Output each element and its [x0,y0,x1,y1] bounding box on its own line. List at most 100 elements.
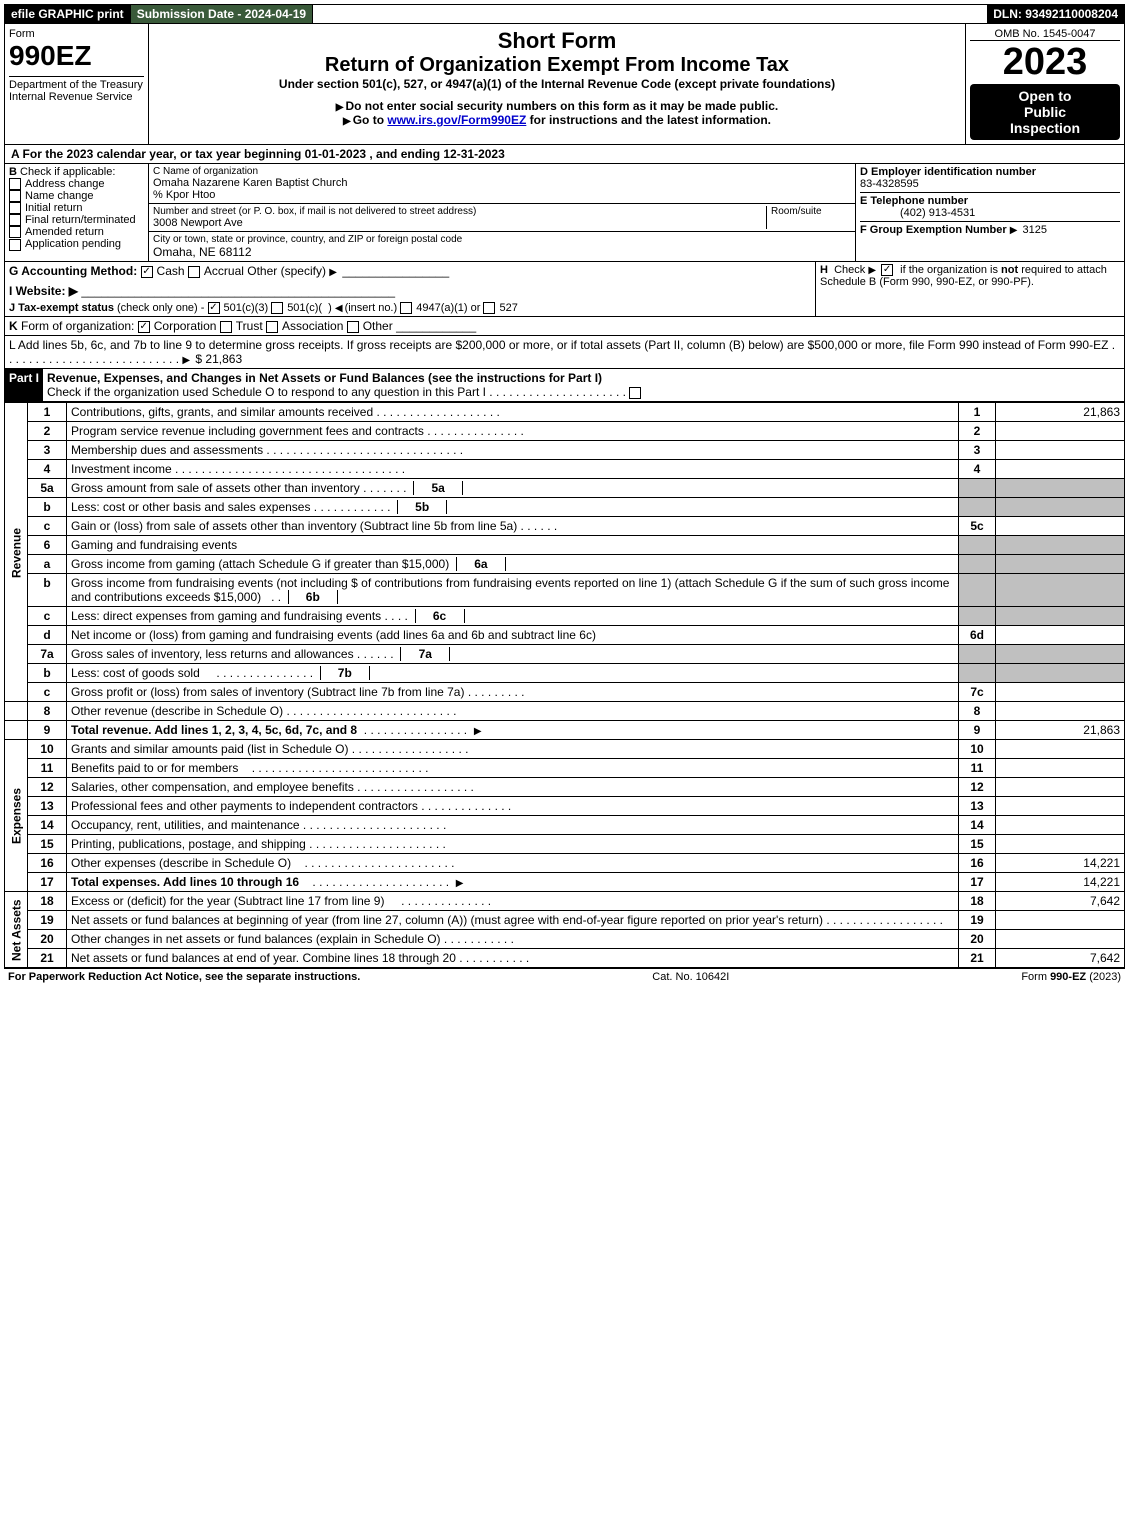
line-9-lbl: 9 [959,721,996,740]
line-5c-lbl: 5c [959,517,996,536]
checkbox-initial-return[interactable] [9,202,21,214]
checkbox-4947[interactable] [400,302,412,314]
checkbox-address-change[interactable] [9,178,21,190]
line-5b-amount [996,498,1125,517]
line-13-lbl: 13 [959,797,996,816]
line-12-amount [996,778,1125,797]
checkbox-application-pending[interactable] [9,239,21,251]
checkbox-501c3[interactable] [208,302,220,314]
checkbox-final-return[interactable] [9,214,21,226]
checkbox-other-org[interactable] [347,321,359,333]
checkbox-501c[interactable] [271,302,283,314]
care-of: % Kpor Htoo [153,189,851,201]
checkbox-name-change[interactable] [9,190,21,202]
line-10-text: Grants and similar amounts paid (list in… [67,740,959,759]
h-schedule-b: H Check if the organization is not requi… [816,262,1124,316]
line-2-num: 2 [28,422,67,441]
line-7a-lbl [959,645,996,664]
lines-table: Revenue 1 Contributions, gifts, grants, … [4,402,1125,968]
telephone-value: (402) 913-4531 [860,207,975,219]
line-6a-sub: 6a [456,557,506,571]
line-6d-lbl: 6d [959,626,996,645]
open-line3: Inspection [974,120,1116,136]
line-7b-amount [996,664,1125,683]
line-6b-num: b [28,574,67,607]
part1-title: Revenue, Expenses, and Changes in Net As… [47,371,602,385]
line-7c-num: c [28,683,67,702]
checkbox-527[interactable] [483,302,495,314]
main-title: Return of Organization Exempt From Incom… [153,54,961,77]
line-8-lbl: 8 [959,702,996,721]
opt-other-specify: Other (specify) [247,264,326,278]
expenses-side-label: Expenses [5,740,28,892]
irs-link[interactable]: www.irs.gov/Form990EZ [387,113,526,127]
line-12-num: 12 [28,778,67,797]
revenue-side-label: Revenue [5,403,28,702]
line-6-amount [996,536,1125,555]
line-7c-lbl: 7c [959,683,996,702]
line-11-lbl: 11 [959,759,996,778]
line-14-num: 14 [28,816,67,835]
line-5b-text: Less: cost or other basis and sales expe… [67,498,959,517]
org-name-label: C Name of organization [153,166,851,177]
line-6c-sub: 6c [415,609,465,623]
line-10-amount [996,740,1125,759]
line-8-num: 8 [28,702,67,721]
submission-date-badge: Submission Date - 2024-04-19 [131,5,313,23]
checkbox-schedule-o[interactable] [629,387,641,399]
line-16-text: Other expenses (describe in Schedule O) … [67,854,959,873]
line-2-text: Program service revenue including govern… [67,422,959,441]
line-6-lbl [959,536,996,555]
line-18-lbl: 18 [959,892,996,911]
line-16-amount: 14,221 [996,854,1125,873]
section-b: B Check if applicable: Address change Na… [5,164,149,261]
checkbox-amended-return[interactable] [9,226,21,238]
l-row: L Add lines 5b, 6c, and 7b to line 9 to … [4,336,1125,369]
line-4-lbl: 4 [959,460,996,479]
line-5b-num: b [28,498,67,517]
goto-post: for instructions and the latest informat… [526,113,771,127]
dept-treasury: Department of the Treasury [9,76,144,91]
checkbox-corporation[interactable] [138,321,150,333]
line-20-lbl: 20 [959,930,996,949]
gh-row: G Accounting Method: Cash Accrual Other … [4,262,1125,317]
line-13-amount [996,797,1125,816]
line-6c-amount [996,607,1125,626]
line-14-lbl: 14 [959,816,996,835]
form-word: Form [9,28,144,40]
line-19-amount [996,911,1125,930]
section-d-ef: D Employer identification number 83-4328… [856,164,1124,261]
line-6a-lbl [959,555,996,574]
line-5c-text: Gain or (loss) from sale of assets other… [67,517,959,536]
ein-label: D Employer identification number [860,166,1036,178]
line-7a-sub: 7a [400,647,450,661]
line-6d-amount [996,626,1125,645]
checkbox-trust[interactable] [220,321,232,333]
line-5a-text: Gross amount from sale of assets other t… [67,479,959,498]
group-exemption-label: F Group Exemption Number [860,224,1007,236]
internal-revenue-service: Internal Revenue Service [9,91,144,103]
opt-cash: Cash [157,264,185,278]
line-4-text: Investment income . . . . . . . . . . . … [67,460,959,479]
checkbox-cash[interactable] [141,266,153,278]
line-6-num: 6 [28,536,67,555]
line-17-lbl: 17 [959,873,996,892]
line-16-lbl: 16 [959,854,996,873]
line-7b-num: b [28,664,67,683]
line-1-text: Contributions, gifts, grants, and simila… [67,403,959,422]
l-text: L Add lines 5b, 6c, and 7b to line 9 to … [9,338,1108,352]
short-form-title: Short Form [153,28,961,54]
line-1-lbl: 1 [959,403,996,422]
part1-check-text: Check if the organization used Schedule … [47,385,486,399]
street-value: 3008 Newport Ave [153,217,766,229]
line-15-amount [996,835,1125,854]
line-6a-num: a [28,555,67,574]
line-6b-lbl [959,574,996,607]
part1-header: Part I Revenue, Expenses, and Changes in… [4,369,1125,402]
checkbox-h[interactable] [881,264,893,276]
checkbox-association[interactable] [266,321,278,333]
line-18-text: Excess or (deficit) for the year (Subtra… [67,892,959,911]
checkbox-accrual[interactable] [188,266,200,278]
line-8-amount [996,702,1125,721]
efile-print-button[interactable]: efile GRAPHIC print [5,5,131,23]
